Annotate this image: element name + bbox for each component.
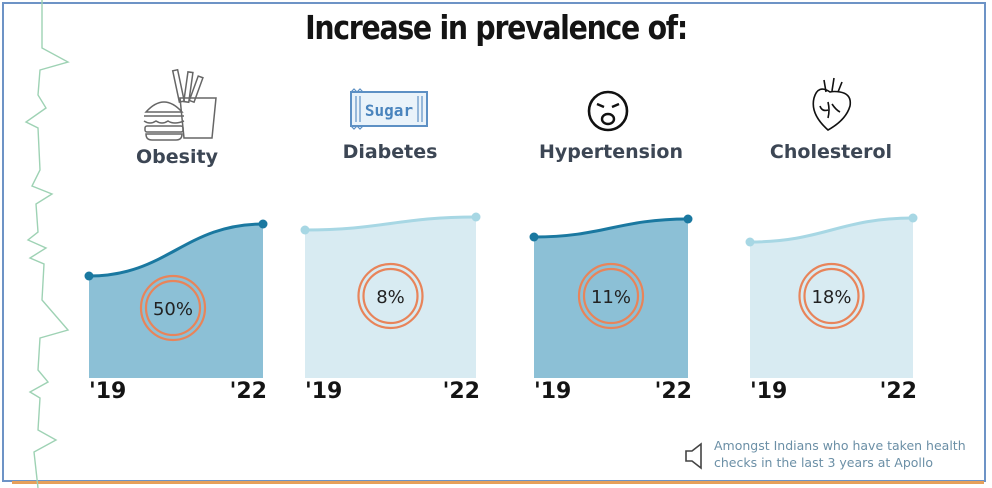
start-point-obesity bbox=[84, 271, 94, 281]
end-point-hypertension bbox=[683, 214, 693, 224]
line-cholesterol bbox=[749, 216, 914, 244]
label-diabetes: Diabetes bbox=[342, 141, 438, 163]
line-hypertension bbox=[533, 217, 689, 239]
pct-cholesterol: 18% bbox=[811, 287, 851, 308]
tick-end-cholesterol: '22 bbox=[880, 379, 917, 404]
area-diabetes bbox=[305, 217, 476, 378]
start-point-hypertension bbox=[529, 232, 539, 242]
line-diabetes bbox=[304, 215, 477, 232]
ring-inner-diabetes bbox=[362, 267, 419, 325]
panel-cholesterol: 18% '19 '22 bbox=[745, 213, 918, 404]
burger-fries-icon bbox=[143, 68, 217, 141]
panel-obesity: 50% '19 '22 bbox=[84, 219, 268, 404]
sugar-packet-icon: Sugar bbox=[350, 88, 428, 130]
start-point-cholesterol bbox=[745, 237, 755, 247]
ring-outer-diabetes bbox=[357, 262, 424, 330]
tick-start-obesity: '19 bbox=[89, 379, 126, 404]
panel-hypertension: 11% '19 '22 bbox=[529, 214, 693, 404]
ring-inner-cholesterol bbox=[803, 267, 860, 325]
end-point-cholesterol bbox=[908, 213, 918, 223]
label-hypertension: Hypertension bbox=[538, 141, 684, 163]
ring-outer-hypertension bbox=[577, 262, 645, 330]
end-point-obesity bbox=[258, 219, 268, 229]
panel-diabetes: 8% '19 '22 bbox=[300, 212, 481, 404]
line-obesity bbox=[88, 222, 264, 278]
start-point-diabetes bbox=[300, 225, 310, 235]
label-cholesterol: Cholesterol bbox=[769, 141, 893, 163]
end-point-diabetes bbox=[471, 212, 481, 222]
pct-hypertension: 11% bbox=[591, 287, 631, 308]
tick-end-diabetes: '22 bbox=[443, 379, 480, 404]
tick-start-cholesterol: '19 bbox=[750, 379, 787, 404]
label-obesity: Obesity bbox=[136, 146, 218, 168]
speaker-icon bbox=[685, 442, 702, 470]
ring-inner-hypertension bbox=[582, 267, 640, 325]
tick-end-obesity: '22 bbox=[230, 379, 267, 404]
tick-end-hypertension: '22 bbox=[655, 379, 692, 404]
tick-start-hypertension: '19 bbox=[534, 379, 571, 404]
stressed-face-icon bbox=[587, 90, 629, 132]
sugar-text: Sugar bbox=[365, 101, 413, 120]
tick-start-diabetes: '19 bbox=[305, 379, 342, 404]
area-hypertension bbox=[534, 219, 688, 378]
footnote: Amongst Indians who have taken health ch… bbox=[714, 438, 966, 470]
heart-icon bbox=[812, 77, 852, 131]
ring-outer-cholesterol bbox=[798, 262, 865, 330]
pct-diabetes: 8% bbox=[376, 287, 405, 308]
page-title: Increase in prevalence of: bbox=[305, 8, 688, 47]
frame-bottom-accent bbox=[12, 481, 984, 484]
pct-obesity: 50% bbox=[153, 299, 193, 320]
ecg-line-icon bbox=[24, 0, 70, 488]
area-cholesterol bbox=[750, 218, 913, 378]
ring-inner-obesity bbox=[144, 279, 202, 337]
area-obesity bbox=[89, 224, 263, 378]
ring-outer-obesity bbox=[139, 274, 207, 342]
